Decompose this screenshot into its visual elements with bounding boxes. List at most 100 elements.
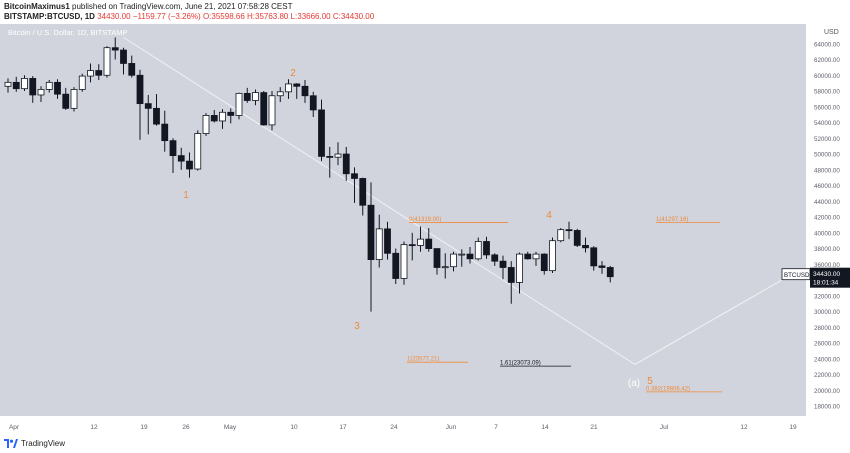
- candlestick-chart[interactable]: Bitcoin / U.S. Dollar, 1D, BITSTAMP USD …: [0, 24, 850, 436]
- candle-body: [483, 241, 490, 256]
- candle-body: [540, 253, 548, 272]
- candle-body: [466, 253, 474, 260]
- candle-body: [128, 63, 136, 76]
- candle-body: [12, 81, 20, 90]
- candle-body: [136, 74, 144, 105]
- candle-body: [384, 228, 391, 254]
- candle-body: [103, 47, 111, 76]
- candle-body: [120, 49, 127, 64]
- y-tick-label: 20000.00: [814, 388, 840, 395]
- candle-body: [4, 81, 12, 87]
- wave-label: 4: [546, 210, 552, 221]
- candle-body: [293, 83, 301, 87]
- footer: TradingView: [0, 436, 850, 453]
- y-tick-label: 28000.00: [814, 325, 840, 332]
- candle-body: [450, 253, 457, 268]
- y-tick-label: 26000.00: [814, 341, 840, 348]
- x-tick-label: 12: [90, 424, 98, 431]
- y-tick-label: 38000.00: [814, 246, 840, 253]
- candle-body: [507, 267, 515, 283]
- candle-body: [21, 78, 28, 90]
- tradingview-logo[interactable]: TradingView: [4, 439, 65, 448]
- symbol-label: BITSTAMP:BTCUSD, 1D: [4, 12, 95, 21]
- y-tick-label: 60000.00: [814, 73, 840, 80]
- y-tick-label: 22000.00: [814, 372, 840, 379]
- wave-label: 5: [647, 376, 653, 387]
- candle-body: [590, 247, 598, 267]
- x-tick-label: 14: [541, 424, 549, 431]
- x-tick-label: Jun: [446, 424, 457, 431]
- candle-body: [326, 156, 334, 158]
- x-tick-labels: Apr 12 19 26 May 10 17 24 Jun 7 14 21 Jul 12 19: [9, 424, 797, 431]
- fib-level-label: 1(41297.16): [656, 217, 688, 223]
- symbol-info: BITSTAMP:BTCUSD, 1D 34430.00 −1159.77 (−…: [4, 12, 374, 21]
- y-tick-label: 40000.00: [814, 230, 840, 237]
- y-tick-label: 46000.00: [814, 183, 840, 190]
- candle-body: [252, 92, 259, 101]
- candle-body: [433, 248, 441, 268]
- trend-lines: [123, 37, 791, 365]
- candle-body: [153, 107, 160, 125]
- candle-body: [351, 173, 358, 179]
- chart-area[interactable]: Bitcoin / U.S. Dollar, 1D, BITSTAMP USD …: [0, 24, 850, 436]
- publish-details: published on TradingView.com, June 21, 2…: [69, 2, 293, 11]
- candle-body: [309, 95, 317, 111]
- time-axis[interactable]: [0, 416, 806, 436]
- candles: [4, 37, 614, 312]
- candle-body: [54, 81, 61, 95]
- publish-info: BitcoinMaximus1 published on TradingView…: [4, 2, 292, 11]
- wave-label: 2: [290, 68, 296, 79]
- price-badge-value: 34430.00: [813, 271, 840, 278]
- x-tick-label: 19: [789, 424, 797, 431]
- price-badge: [810, 267, 850, 288]
- y-tick-label: 36000.00: [814, 262, 840, 269]
- candle-body: [474, 241, 482, 260]
- candle-body: [45, 81, 53, 90]
- fib-levels: 0(41319.00) 1(41297.16) 1(23577.21) 1.61(23…: [407, 217, 722, 392]
- candle-body: [301, 85, 309, 97]
- x-tick-label: 21: [590, 424, 598, 431]
- candle-body: [408, 244, 416, 247]
- y-tick-label: 62000.00: [814, 57, 840, 64]
- tradingview-text: TradingView: [21, 439, 66, 448]
- x-tick-label: 24: [390, 424, 398, 431]
- candle-body: [260, 92, 268, 126]
- price-axis[interactable]: [806, 24, 850, 436]
- candle-body: [62, 93, 70, 109]
- currency-label: USD: [824, 29, 839, 36]
- candle-body: [276, 91, 284, 97]
- tradingview-icon: [4, 439, 18, 448]
- author-name[interactable]: BitcoinMaximus1: [4, 2, 70, 11]
- candle-body: [573, 230, 581, 246]
- wave-label: 1: [183, 190, 189, 201]
- candle-body: [342, 153, 350, 175]
- candle-body: [392, 252, 400, 279]
- wave-label: 3: [354, 321, 360, 332]
- fib-level-label: 0(41319.00): [409, 217, 441, 223]
- candle-body: [95, 70, 103, 76]
- candle-body: [111, 47, 119, 51]
- x-tick-label: 17: [339, 424, 347, 431]
- candle-body: [417, 238, 424, 246]
- candle-body: [194, 133, 202, 170]
- candle-body: [367, 204, 375, 261]
- candle-body: [499, 260, 507, 268]
- candle-body: [565, 229, 573, 232]
- x-tick-label: 12: [740, 424, 748, 431]
- candle-body: [375, 228, 383, 260]
- candle-body: [235, 92, 243, 116]
- candle-body: [598, 265, 606, 268]
- x-tick-label: 7: [494, 424, 498, 431]
- y-tick-label: 58000.00: [814, 89, 840, 96]
- y-tick-label: 42000.00: [814, 215, 840, 222]
- candle-body: [318, 109, 325, 157]
- price-tag: BTCUSD 34430.00 18:01:34: [781, 267, 850, 288]
- candle-body: [532, 253, 540, 260]
- fib-level-label: 1.61(23073.09): [500, 361, 541, 367]
- candle-body: [144, 103, 152, 109]
- candle-body: [458, 253, 466, 256]
- candle-body: [37, 89, 45, 96]
- candle-body: [441, 266, 449, 269]
- wave-label: (a): [628, 378, 640, 389]
- candle-body: [210, 115, 218, 122]
